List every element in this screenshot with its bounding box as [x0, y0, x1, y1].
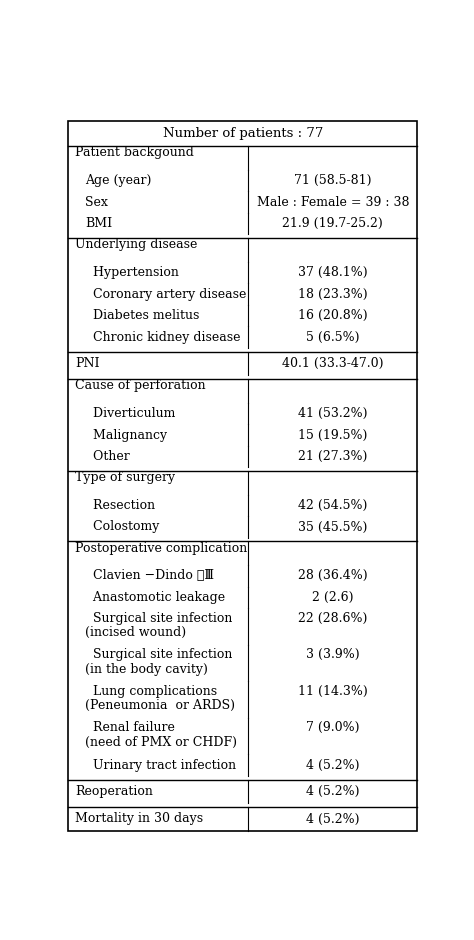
Text: (need of PMX or CHDF): (need of PMX or CHDF): [85, 736, 237, 749]
Text: 7 (9.0%): 7 (9.0%): [306, 721, 360, 734]
Text: Reoperation: Reoperation: [75, 785, 153, 798]
Text: Coronary artery disease: Coronary artery disease: [85, 288, 246, 301]
Text: 42 (54.5%): 42 (54.5%): [298, 499, 367, 512]
Text: Number of patients : 77: Number of patients : 77: [163, 127, 323, 140]
Text: Surgical site infection: Surgical site infection: [85, 612, 232, 624]
Text: 3 (3.9%): 3 (3.9%): [306, 648, 360, 661]
Text: (incised wound): (incised wound): [85, 626, 186, 639]
Text: Chronic kidney disease: Chronic kidney disease: [85, 331, 240, 344]
Text: 5 (6.5%): 5 (6.5%): [306, 331, 360, 344]
Text: 21.9 (19.7-25.2): 21.9 (19.7-25.2): [283, 217, 383, 230]
Text: 4 (5.2%): 4 (5.2%): [306, 759, 360, 772]
Text: Renal failure: Renal failure: [85, 721, 175, 734]
Text: Colostomy: Colostomy: [85, 521, 159, 534]
Text: 21 (27.3%): 21 (27.3%): [298, 450, 367, 463]
Text: Anastomotic leakage: Anastomotic leakage: [85, 591, 225, 603]
Text: 41 (53.2%): 41 (53.2%): [298, 407, 367, 420]
Text: Type of surgery: Type of surgery: [75, 471, 175, 484]
Text: 22 (28.6%): 22 (28.6%): [298, 612, 367, 624]
Text: Cause of perforation: Cause of perforation: [75, 379, 206, 392]
Text: Patient backgound: Patient backgound: [75, 147, 194, 160]
Text: 37 (48.1%): 37 (48.1%): [298, 266, 368, 279]
Text: Age (year): Age (year): [85, 174, 151, 187]
Text: Clavien −Dindo ≧Ⅲ: Clavien −Dindo ≧Ⅲ: [85, 570, 214, 583]
Text: Mortality in 30 days: Mortality in 30 days: [75, 812, 203, 825]
Text: Diverticulum: Diverticulum: [85, 407, 175, 420]
Text: Other: Other: [85, 450, 130, 463]
Text: 2 (2.6): 2 (2.6): [312, 591, 354, 603]
Text: (in the body cavity): (in the body cavity): [85, 663, 208, 676]
Text: 35 (45.5%): 35 (45.5%): [298, 521, 367, 534]
Text: 16 (20.8%): 16 (20.8%): [298, 309, 368, 322]
Text: Underlying disease: Underlying disease: [75, 239, 198, 251]
Text: Lung complications: Lung complications: [85, 684, 217, 697]
Text: 71 (58.5-81): 71 (58.5-81): [294, 174, 372, 187]
Text: PNI: PNI: [75, 357, 100, 370]
Text: (Peneumonia  or ARDS): (Peneumonia or ARDS): [85, 699, 235, 713]
Text: 40.1 (33.3-47.0): 40.1 (33.3-47.0): [282, 357, 383, 370]
Text: Diabetes melitus: Diabetes melitus: [85, 309, 200, 322]
Text: Hypertension: Hypertension: [85, 266, 179, 279]
Text: 28 (36.4%): 28 (36.4%): [298, 570, 368, 583]
Text: 4 (5.2%): 4 (5.2%): [306, 812, 360, 825]
Text: Sex: Sex: [85, 196, 108, 209]
Text: 11 (14.3%): 11 (14.3%): [298, 684, 368, 697]
Text: Resection: Resection: [85, 499, 155, 512]
Text: BMI: BMI: [85, 217, 112, 230]
Text: Surgical site infection: Surgical site infection: [85, 648, 232, 661]
Text: Postoperative complication: Postoperative complication: [75, 541, 247, 555]
Text: Urinary tract infection: Urinary tract infection: [85, 759, 236, 772]
Text: 15 (19.5%): 15 (19.5%): [298, 429, 367, 442]
Text: 4 (5.2%): 4 (5.2%): [306, 785, 360, 798]
Text: Malignancy: Malignancy: [85, 429, 167, 442]
Text: Male : Female = 39 : 38: Male : Female = 39 : 38: [256, 196, 409, 209]
Text: 18 (23.3%): 18 (23.3%): [298, 288, 368, 301]
